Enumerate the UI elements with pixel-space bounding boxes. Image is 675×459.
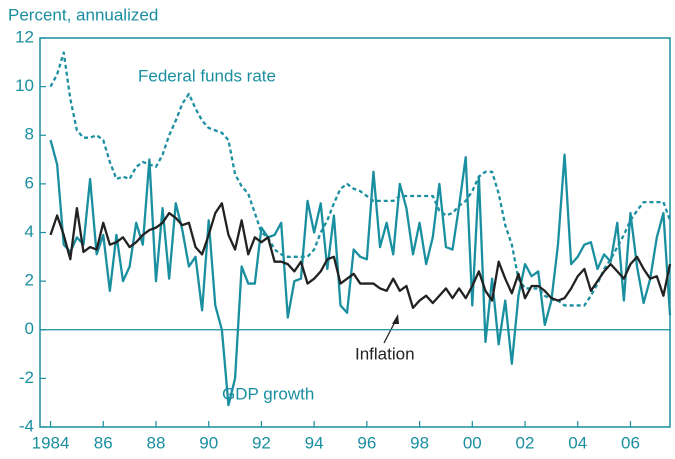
y-tick-label: 2 (25, 271, 34, 290)
x-tick-label: 94 (305, 433, 324, 452)
series-line (49, 139, 672, 407)
y-tick-label: 4 (25, 222, 34, 241)
y-tick-label: -4 (19, 416, 34, 435)
y-tick-label: -2 (19, 368, 34, 387)
arrow-head (392, 314, 399, 324)
x-tick-label: 86 (94, 433, 113, 452)
x-tick-label: 04 (568, 433, 587, 452)
x-tick-label: 00 (463, 433, 482, 452)
series-label: GDP growth (222, 384, 314, 403)
x-tick-label: 90 (199, 433, 218, 452)
series-label: Federal funds rate (138, 66, 276, 85)
x-tick-label: 88 (147, 433, 166, 452)
x-tick-label: 98 (410, 433, 429, 452)
series-line (49, 51, 672, 307)
y-tick-label: 6 (25, 173, 34, 192)
x-tick-label: 1984 (32, 433, 70, 452)
x-tick-label: 96 (357, 433, 376, 452)
y-tick-label: 10 (15, 76, 34, 95)
series-label: Inflation (355, 344, 415, 363)
y-tick-label: 8 (25, 125, 34, 144)
series-line (49, 202, 672, 310)
y-tick-label: 0 (25, 319, 34, 338)
y-tick-label: 12 (15, 27, 34, 46)
x-tick-label: 92 (252, 433, 271, 452)
y-axis-label: Percent, annualized (8, 5, 158, 24)
x-tick-label: 06 (621, 433, 640, 452)
x-tick-label: 02 (516, 433, 535, 452)
